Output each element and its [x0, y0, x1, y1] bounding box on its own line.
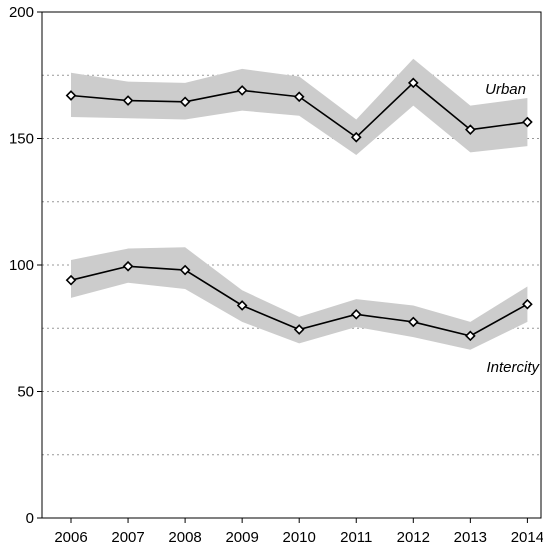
x-tick-label: 2010	[283, 529, 316, 546]
series-label-intercity: Intercity	[486, 359, 540, 376]
data-point-intercity	[65, 274, 77, 286]
series-label-urban: Urban	[485, 81, 526, 98]
data-point-urban	[465, 124, 476, 135]
data-point-intercity	[122, 260, 134, 272]
data-point-urban	[522, 116, 533, 128]
data-point-urban	[350, 131, 362, 143]
data-point-intercity	[465, 330, 476, 342]
y-tick-label: 150	[9, 131, 34, 148]
confidence-bands	[71, 58, 528, 350]
data-point-urban	[236, 85, 248, 96]
x-tick-label: 2014	[511, 529, 543, 546]
data-point-urban	[179, 96, 191, 108]
data-point-urban	[122, 95, 134, 106]
y-tick-label: 100	[9, 257, 34, 274]
x-tick-label: 2012	[397, 529, 430, 546]
axes: 0 50 100 150 200 2006 2007 2008 2009 2010 2011 2012…	[9, 4, 543, 546]
data-point-urban	[407, 77, 419, 89]
y-tick-label: 200	[9, 4, 34, 21]
x-tick-label: 2009	[225, 529, 258, 546]
y-tick-label: 0	[26, 510, 34, 527]
data-point-intercity	[407, 316, 419, 328]
y-tick-label: 50	[17, 384, 34, 401]
x-tick-label: 2013	[454, 529, 487, 546]
x-tick-label: 2011	[340, 529, 372, 546]
data-points	[65, 77, 533, 342]
series-lines	[70, 81, 528, 337]
confidence-band-urban	[71, 58, 528, 155]
data-point-intercity	[293, 324, 305, 335]
x-tick-label: 2008	[168, 529, 201, 546]
data-point-intercity	[522, 298, 533, 310]
x-tick-label: 2007	[111, 529, 144, 546]
x-tick-label: 2006	[54, 529, 87, 546]
data-point-intercity	[179, 264, 191, 276]
data-point-intercity	[350, 309, 362, 320]
data-point-urban	[65, 90, 77, 101]
data-point-intercity	[236, 300, 248, 311]
data-point-urban	[293, 91, 305, 103]
